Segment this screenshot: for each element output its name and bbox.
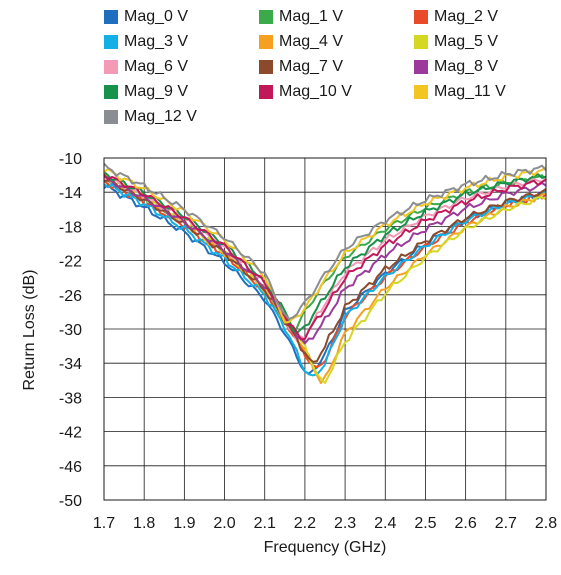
legend-swatch — [259, 60, 273, 74]
legend-label: Mag_2 V — [434, 8, 499, 25]
series-line-mag_7-v — [103, 179, 547, 363]
legend-swatch — [104, 35, 118, 49]
legend-label: Mag_5 V — [434, 33, 499, 50]
legend-swatch — [104, 110, 118, 124]
series-line-mag_3-v — [103, 183, 547, 377]
x-tick-labels: 1.7 1.8 1.9 2.0 2.1 2.2 2.3 2.4 2.5 2.6 2.7 2.8 — [93, 515, 557, 532]
legend-item: Mag_0 V — [104, 8, 188, 26]
legend-swatch — [104, 10, 118, 24]
y-tick-label: -26 — [59, 288, 82, 305]
legend-item: Mag_7 V — [259, 58, 343, 76]
x-tick-label: 2.2 — [294, 515, 316, 532]
legend-label: Mag_10 V — [279, 83, 352, 100]
x-tick-label: 2.5 — [414, 515, 436, 532]
legend-item: Mag_6 V — [104, 58, 188, 76]
legend-item: Mag_9 V — [104, 83, 188, 101]
series-line-mag_0-v — [103, 183, 547, 375]
x-tick-label: 2.7 — [495, 515, 517, 532]
legend-item: Mag_12 V — [104, 108, 197, 126]
legend-label: Mag_9 V — [124, 83, 189, 100]
legend-swatch — [259, 85, 273, 99]
legend-label: Mag_1 V — [279, 8, 344, 25]
y-tick-label: -42 — [59, 425, 82, 442]
legend-swatch — [259, 10, 273, 24]
legend-item: Mag_3 V — [104, 33, 188, 51]
legend-swatch — [414, 10, 428, 24]
legend-label: Mag_0 V — [124, 8, 189, 25]
legend-item: Mag_10 V — [259, 83, 352, 101]
series-line-mag_12-v — [103, 162, 547, 320]
legend-item: Mag_11 V — [414, 83, 506, 101]
y-tick-label: -38 — [59, 390, 82, 407]
y-tick-label: -50 — [59, 493, 82, 510]
legend-label: Mag_7 V — [279, 58, 344, 75]
legend-swatch — [104, 85, 118, 99]
x-tick-label: 2.4 — [374, 515, 396, 532]
legend-label: Mag_6 V — [124, 58, 189, 75]
x-tick-label: 2.0 — [213, 515, 235, 532]
y-tick-label: -22 — [59, 254, 82, 271]
y-tick-label: -10 — [59, 151, 82, 168]
x-tick-label: 2.1 — [254, 515, 276, 532]
legend-label: Mag_8 V — [434, 58, 499, 75]
plot-frame — [103, 157, 547, 501]
y-tick-label: -34 — [59, 356, 82, 373]
series-lines — [103, 162, 547, 385]
y-tick-label: -30 — [59, 322, 82, 339]
series-line-mag_4-v — [103, 175, 547, 385]
y-tick-label: -18 — [59, 219, 82, 236]
x-axis-label: Frequency (GHz) — [263, 539, 387, 556]
y-axis-label: Return Loss (dB) — [21, 269, 38, 391]
x-tick-label: 1.9 — [173, 515, 195, 532]
series-line-mag_10-v — [103, 173, 547, 341]
series-line-mag_9-v — [103, 171, 547, 334]
x-tick-label: 1.7 — [93, 515, 115, 532]
y-tick-label: -46 — [59, 459, 82, 476]
legend-item: Mag_5 V — [414, 33, 498, 51]
series-line-mag_8-v — [103, 175, 547, 345]
x-tick-label: 1.8 — [133, 515, 155, 532]
legend-label: Mag_4 V — [279, 33, 344, 50]
legend-item: Mag_4 V — [259, 33, 343, 51]
y-tick-labels: -10 -14 -18 -22 -26 -30 -34 -38 -42 -46 -50 — [59, 151, 82, 510]
x-tick-label: 2.8 — [535, 515, 557, 532]
x-tick-label: 2.6 — [455, 515, 477, 532]
legend-label: Mag_11 V — [434, 83, 506, 100]
legend-swatch — [414, 60, 428, 74]
legend-item: Mag_8 V — [414, 58, 498, 76]
legend-label: Mag_12 V — [124, 108, 197, 125]
legend-label: Mag_3 V — [124, 33, 189, 50]
legend-swatch — [259, 35, 273, 49]
legend-swatch — [414, 85, 428, 99]
x-tick-label: 2.3 — [334, 515, 356, 532]
legend-swatch — [104, 60, 118, 74]
legend-swatch — [414, 35, 428, 49]
y-tick-label: -14 — [59, 185, 82, 202]
legend-item: Mag_1 V — [259, 8, 343, 26]
legend-item: Mag_2 V — [414, 8, 498, 26]
